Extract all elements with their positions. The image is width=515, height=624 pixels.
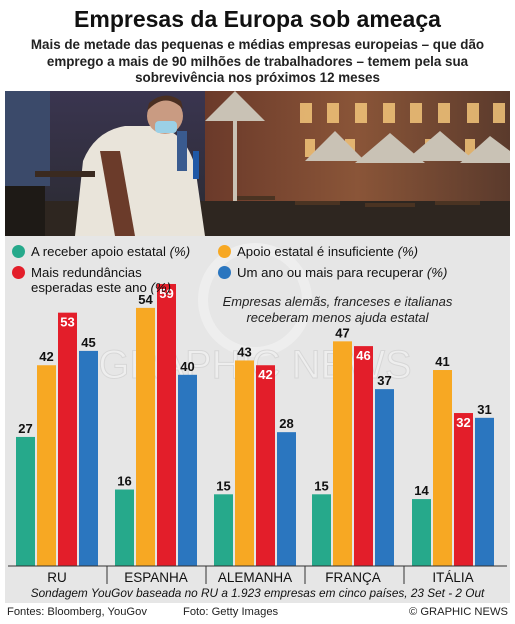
category-label-5: ITÁLIA bbox=[432, 570, 473, 585]
bar-ru-series-2 bbox=[37, 365, 56, 566]
legend-swatch-teal bbox=[12, 245, 25, 258]
legend-label: A receber apoio estatal bbox=[31, 244, 166, 259]
data-label: 27 bbox=[18, 421, 32, 436]
data-label: 15 bbox=[314, 478, 328, 493]
bar-frança-series-1 bbox=[312, 494, 331, 566]
annotation: Empresas alemãs, franceses e italianas r… bbox=[222, 294, 453, 325]
data-label: 46 bbox=[356, 348, 370, 363]
category-label-1: RU bbox=[47, 570, 67, 585]
data-label: 53 bbox=[60, 315, 74, 330]
page-title: Empresas da Europa sob ameaça bbox=[74, 6, 441, 32]
bar-espanha-series-1 bbox=[115, 489, 134, 566]
bar-itália-series-4 bbox=[475, 417, 494, 566]
photo-credit: Foto: Getty Images bbox=[183, 606, 279, 618]
data-label: 42 bbox=[39, 349, 53, 364]
legend-label: Um ano ou mais para recuperar bbox=[237, 265, 424, 280]
data-label: 16 bbox=[117, 474, 131, 489]
data-label: 14 bbox=[414, 483, 429, 498]
data-label: 45 bbox=[81, 335, 95, 350]
footnote: Sondagem YouGov baseada no RU a 1.923 em… bbox=[30, 586, 485, 600]
bar-alemanha-series-3 bbox=[256, 365, 275, 566]
bar-ru-series-3 bbox=[58, 312, 77, 566]
bar-ru-series-4 bbox=[79, 350, 98, 566]
bar-alemanha-series-1 bbox=[214, 494, 233, 566]
data-label: 43 bbox=[237, 344, 251, 359]
bar-alemanha-series-2 bbox=[235, 360, 254, 566]
bar-espanha-series-3 bbox=[157, 283, 176, 566]
legend-swatch-blue bbox=[218, 266, 231, 279]
bar-itália-series-1 bbox=[412, 499, 431, 566]
legend-swatch-orange bbox=[218, 245, 231, 258]
bar-espanha-series-4 bbox=[178, 374, 197, 566]
data-label: 59 bbox=[159, 286, 173, 301]
bar-itália-series-2 bbox=[433, 370, 452, 566]
legend-unit: (%) bbox=[169, 244, 191, 259]
bar-frança-series-4 bbox=[375, 389, 394, 566]
legend-unit: (%) bbox=[150, 280, 172, 295]
bar-frança-series-3 bbox=[354, 346, 373, 566]
legend-label: Mais redundâncias esperadas este ano bbox=[31, 265, 147, 295]
data-label: 15 bbox=[216, 478, 230, 493]
data-label: 54 bbox=[138, 292, 153, 307]
data-label: 32 bbox=[456, 415, 470, 430]
data-label: 41 bbox=[435, 354, 449, 369]
legend-label: Apoio estatal é insuficiente bbox=[237, 244, 394, 259]
sources: Fontes: Bloomberg, YouGov bbox=[7, 606, 147, 618]
data-label: 47 bbox=[335, 325, 349, 340]
category-label-4: FRANÇA bbox=[325, 570, 381, 585]
legend-swatch-red bbox=[12, 266, 25, 279]
legend-unit: (%) bbox=[426, 265, 448, 280]
bar-ru-series-1 bbox=[16, 436, 35, 566]
legend-unit: (%) bbox=[397, 244, 419, 259]
data-label: 31 bbox=[477, 402, 491, 417]
data-label: 28 bbox=[279, 416, 293, 431]
data-label: 42 bbox=[258, 367, 272, 382]
bar-frança-series-2 bbox=[333, 341, 352, 566]
category-label-2: ESPANHA bbox=[124, 570, 188, 585]
category-label-3: ALEMANHA bbox=[218, 570, 292, 585]
cafe-photo bbox=[5, 91, 510, 236]
bar-alemanha-series-4 bbox=[277, 432, 296, 566]
data-label: 40 bbox=[180, 359, 194, 374]
bar-itália-series-3 bbox=[454, 413, 473, 566]
subtitle: Mais de metade das pequenas e médias emp… bbox=[30, 37, 485, 85]
copyright: © GRAPHIC NEWS bbox=[409, 606, 508, 618]
bar-espanha-series-2 bbox=[136, 307, 155, 566]
data-label: 37 bbox=[377, 373, 391, 388]
